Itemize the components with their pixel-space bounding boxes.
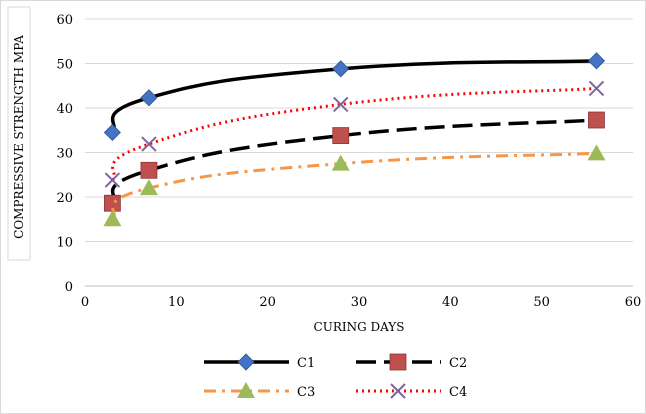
series-line-c1 xyxy=(110,59,597,134)
data-point-c1-2 xyxy=(332,60,350,78)
x-tick-label-50: 50 xyxy=(533,295,550,310)
legend-label-c3: C3 xyxy=(297,385,315,400)
data-point-c1-0 xyxy=(103,123,121,142)
series-line-c2 xyxy=(110,118,597,205)
legend-marker-c3 xyxy=(237,382,255,398)
data-point-c2-1 xyxy=(140,161,158,179)
x-tick-label-10: 10 xyxy=(168,295,185,310)
data-point-c4-0 xyxy=(104,172,121,188)
data-point-c3-3 xyxy=(587,144,606,161)
data-point-c3-0 xyxy=(103,210,122,227)
x-tick-label-30: 30 xyxy=(351,295,368,310)
series-line-c3 xyxy=(111,151,597,221)
y-axis-title: COMPRESSIVE STRENGTH MPA xyxy=(12,35,26,239)
legend-marker-c4-stroke-b xyxy=(390,383,406,399)
legend: C1 C2 C3 C4 xyxy=(204,353,467,400)
legend-marker-c1 xyxy=(237,353,255,371)
x-tick-label-20: 20 xyxy=(259,295,276,310)
tick-labels: 0 10 20 30 40 50 60 0 10 20 30 40 50 60 xyxy=(56,13,641,310)
x-axis-title: CURING DAYS xyxy=(314,320,405,334)
y-tick-label-30: 30 xyxy=(56,147,73,162)
data-point-c2-3 xyxy=(588,111,605,129)
y-tick-label-10: 10 xyxy=(56,236,73,251)
data-point-c3-2 xyxy=(331,154,350,171)
data-point-c4-3 xyxy=(588,80,605,97)
y-tick-label-40: 40 xyxy=(56,102,73,117)
data-point-c4-0-stroke-b xyxy=(104,172,121,188)
y-tick-label-20: 20 xyxy=(56,191,73,206)
data-point-c1-1 xyxy=(140,89,158,107)
legend-marker-c2 xyxy=(389,353,407,371)
x-tick-label-60: 60 xyxy=(625,295,642,310)
data-point-c4-1 xyxy=(141,136,157,152)
y-tick-label-50: 50 xyxy=(56,58,73,73)
data-point-c2-2 xyxy=(332,127,350,144)
x-tick-label-0: 0 xyxy=(81,295,89,310)
legend-marker-c4 xyxy=(390,383,406,399)
y-tick-label-60: 60 xyxy=(56,13,73,28)
legend-label-c2: C2 xyxy=(449,356,467,371)
data-point-c3-1 xyxy=(139,179,158,196)
legend-label-c1: C1 xyxy=(297,356,315,371)
legend-label-c4: C4 xyxy=(449,385,467,400)
data-point-c4-2-stroke-b xyxy=(333,96,349,113)
series-layer xyxy=(103,52,606,227)
data-point-c1-3 xyxy=(587,52,606,70)
y-tick-label-0: 0 xyxy=(65,280,73,295)
data-point-c4-2 xyxy=(333,96,349,113)
y-axis-title-box xyxy=(7,6,31,261)
gridlines xyxy=(85,18,633,242)
data-point-c4-3-stroke-b xyxy=(588,80,605,97)
series-line-c4 xyxy=(111,86,597,182)
data-point-c4-1-stroke-b xyxy=(141,136,157,152)
x-tick-label-40: 40 xyxy=(442,295,459,310)
